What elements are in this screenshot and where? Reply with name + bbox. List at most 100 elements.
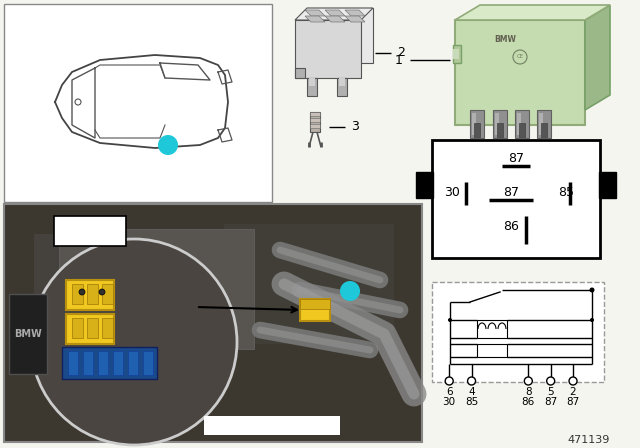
Circle shape [79,289,85,295]
Text: EO0000002074: EO0000002074 [234,420,310,430]
Text: K2085: K2085 [74,221,107,231]
Text: 1: 1 [346,284,355,297]
Bar [470,110,484,138]
Text: 87: 87 [566,397,580,407]
Bar [72,284,83,304]
Text: BMW: BMW [494,35,516,44]
Text: X2085: X2085 [73,233,107,243]
Bar [474,123,480,137]
Bar [4,204,422,442]
Text: 5: 5 [547,387,554,397]
Bar [495,113,499,135]
Circle shape [158,135,178,155]
Bar [310,118,320,122]
Polygon shape [345,10,365,16]
Text: 6: 6 [446,387,452,397]
Text: BMW: BMW [14,329,42,339]
Bar [309,78,315,86]
Circle shape [31,239,237,445]
Bar [143,351,153,375]
Bar [539,113,543,135]
Polygon shape [585,5,610,110]
Text: 1: 1 [395,53,403,66]
Bar [87,284,98,304]
Bar [83,351,93,375]
Bar [72,318,83,338]
Circle shape [524,377,532,385]
Circle shape [99,289,105,295]
Bar [102,284,113,304]
Bar [68,351,78,375]
Bar [339,78,345,86]
Bar [517,113,521,135]
Text: 86: 86 [522,397,535,407]
Polygon shape [305,10,325,16]
Bar [224,224,394,344]
Bar [59,229,254,349]
Bar [87,318,98,338]
Bar [472,113,476,135]
Circle shape [569,377,577,385]
Circle shape [448,318,452,322]
Circle shape [468,377,476,385]
Text: 4: 4 [468,387,475,397]
Bar [300,299,330,309]
Text: 86: 86 [503,220,519,233]
Text: 2: 2 [570,387,577,397]
Text: 3: 3 [351,121,359,134]
Circle shape [590,318,594,322]
Bar [519,123,525,137]
Bar [204,416,340,435]
Text: 30: 30 [444,185,460,198]
Bar [34,234,214,374]
Bar [497,123,503,137]
Bar [4,4,272,202]
Circle shape [547,377,555,385]
Polygon shape [295,8,373,20]
Bar [66,280,114,310]
Bar [66,314,114,344]
Text: 1: 1 [164,138,172,151]
Bar [453,45,461,63]
Bar [541,123,547,137]
Bar [295,68,305,78]
Bar [337,78,347,96]
Text: 85: 85 [465,397,478,407]
Bar [98,351,108,375]
Bar [477,344,507,357]
Bar [113,351,123,375]
Bar [128,351,138,375]
Circle shape [340,281,360,301]
Text: 2: 2 [397,47,405,60]
Bar [307,78,317,96]
Circle shape [589,288,595,293]
Text: 471139: 471139 [568,435,610,445]
Bar [477,320,507,338]
Text: 85: 85 [558,185,575,198]
Text: 87: 87 [508,151,524,164]
Circle shape [445,377,453,385]
Polygon shape [345,16,365,22]
Text: 87: 87 [544,397,557,407]
Bar [9,294,47,374]
Polygon shape [307,8,373,63]
Bar [310,112,320,132]
Bar [453,49,459,59]
Bar [54,216,126,246]
Polygon shape [455,5,610,20]
Bar [416,172,433,198]
Polygon shape [325,16,345,22]
Bar [493,110,507,138]
Bar [432,140,600,258]
Polygon shape [325,10,345,16]
Bar [102,318,113,338]
Bar [599,172,616,198]
Bar [515,110,529,138]
Text: 30: 30 [443,397,456,407]
Bar [310,124,320,128]
Text: CE: CE [516,55,524,60]
Text: 8: 8 [525,387,532,397]
Bar [537,110,551,138]
Bar [300,299,330,321]
Bar [310,112,320,116]
